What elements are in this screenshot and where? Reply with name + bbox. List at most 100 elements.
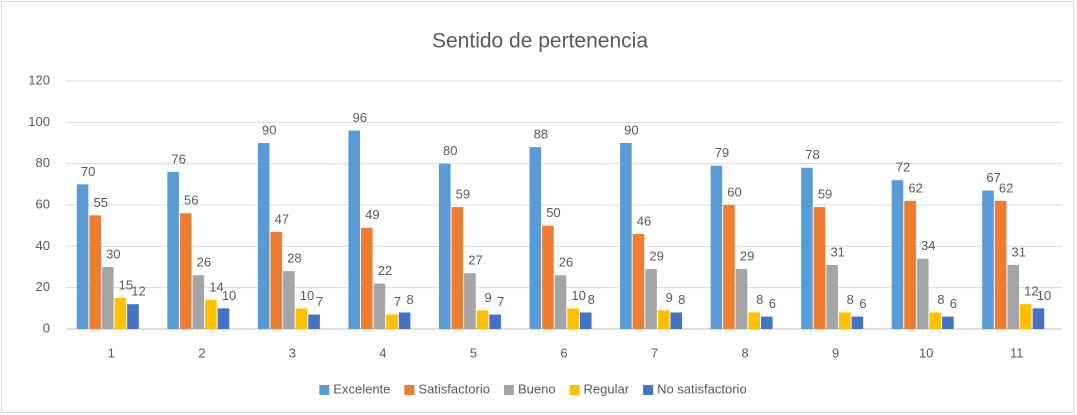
data-label: 8 (588, 292, 595, 307)
bar (192, 275, 205, 329)
bar (645, 269, 657, 329)
data-label: 76 (171, 151, 185, 166)
bar (735, 269, 748, 329)
bar (464, 273, 476, 329)
data-label: 30 (106, 246, 120, 261)
bar (398, 312, 411, 329)
x-tick-label: 9 (832, 345, 839, 360)
data-label: 14 (209, 280, 223, 295)
bar (308, 314, 320, 329)
data-label: 15 (119, 277, 133, 292)
bar (373, 283, 386, 329)
bar (361, 227, 373, 329)
data-label: 26 (197, 255, 211, 270)
bar (929, 312, 942, 329)
data-label: 50 (546, 205, 560, 220)
data-label: 27 (468, 253, 482, 268)
bar (167, 171, 179, 329)
x-tick-label: 6 (560, 345, 567, 360)
data-label: 47 (275, 211, 289, 226)
data-label: 29 (740, 249, 754, 264)
bar (632, 233, 645, 329)
data-label: 34 (921, 238, 935, 253)
bar (748, 312, 760, 329)
data-label: 90 (262, 122, 276, 137)
bar (838, 312, 851, 329)
bar (723, 205, 735, 329)
bar (1032, 308, 1045, 329)
x-tick-label: 11 (1010, 345, 1024, 360)
data-label: 12 (131, 284, 145, 299)
data-label: 90 (624, 122, 638, 137)
legend-label: No satisfactorio (657, 381, 747, 396)
data-label: 62 (908, 180, 922, 195)
data-label: 10 (571, 288, 585, 303)
y-tick-label: 20 (36, 279, 50, 294)
data-label: 70 (81, 164, 95, 179)
bar (1020, 304, 1032, 329)
data-label: 6 (950, 296, 957, 311)
data-label: 59 (818, 187, 832, 202)
legend-swatch (643, 385, 654, 395)
bar (179, 213, 192, 329)
bar (670, 312, 683, 329)
data-label: 7 (316, 294, 323, 309)
bar (270, 231, 283, 329)
bar (567, 308, 579, 329)
x-tick-label: 5 (470, 345, 477, 360)
data-label: 6 (769, 296, 776, 311)
bar (760, 316, 773, 329)
y-tick-label: 40 (36, 238, 50, 253)
data-label: 12 (1024, 284, 1038, 299)
bar (101, 267, 114, 329)
data-label: 7 (497, 294, 504, 309)
bar (217, 308, 230, 329)
bar (386, 314, 398, 329)
data-label: 22 (378, 263, 392, 278)
legend-label: Satisfactorio (418, 381, 490, 396)
data-label: 78 (805, 147, 819, 162)
data-label: 28 (287, 251, 301, 266)
data-label: 72 (896, 160, 910, 175)
bar (891, 180, 904, 329)
data-label: 59 (456, 187, 470, 202)
legend-swatch (503, 385, 514, 395)
data-label: 46 (637, 213, 651, 228)
bar (283, 271, 295, 329)
data-label: 9 (666, 290, 673, 305)
y-tick-label: 80 (36, 155, 50, 170)
data-label: 31 (1012, 244, 1026, 259)
data-label: 10 (222, 288, 236, 303)
data-label: 31 (830, 244, 844, 259)
bar (579, 312, 592, 329)
x-tick-label: 8 (741, 345, 748, 360)
data-label: 55 (93, 195, 107, 210)
bar (205, 300, 217, 329)
bar (801, 167, 813, 329)
data-label: 80 (443, 143, 457, 158)
legend-label: Excelente (333, 381, 390, 396)
bar (620, 143, 632, 329)
bar (451, 207, 464, 329)
y-tick-label: 60 (36, 196, 50, 211)
bar (114, 298, 127, 329)
data-label: 56 (184, 193, 198, 208)
bar (489, 314, 501, 329)
bar (1007, 264, 1020, 329)
data-label: 8 (407, 292, 414, 307)
bar (851, 316, 864, 329)
bar (813, 207, 826, 329)
data-label: 7 (394, 294, 401, 309)
bar (348, 130, 361, 329)
y-tick-label: 120 (28, 72, 50, 87)
legend-swatch (404, 385, 415, 395)
data-label: 88 (534, 127, 548, 142)
y-tick-label: 0 (43, 320, 50, 335)
bar (257, 143, 270, 329)
bar (542, 225, 554, 329)
bar (554, 275, 567, 329)
y-tick-label: 100 (28, 114, 50, 129)
data-label: 8 (756, 292, 763, 307)
bar (295, 308, 308, 329)
